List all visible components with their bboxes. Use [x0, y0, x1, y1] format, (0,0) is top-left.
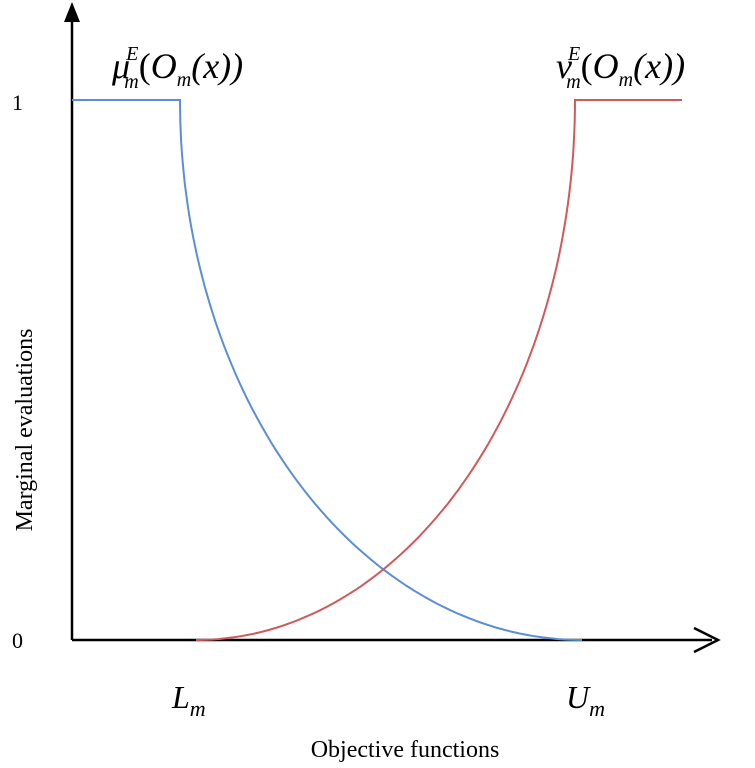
nu-curve-label: νE m(Om(x)): [556, 43, 685, 93]
x-mark-lower: Lm: [171, 679, 206, 721]
x-mark-upper: Um: [566, 679, 605, 721]
y-tick-0: 0: [12, 628, 23, 653]
mu-curve: [72, 99, 583, 641]
nu-curve: [195, 99, 682, 641]
mu-curve-label: μE m(Om(x)): [111, 43, 243, 93]
y-axis-title: Marginal evaluations: [12, 329, 38, 532]
x-axis-title: Objective functions: [311, 737, 500, 763]
y-tick-1: 1: [12, 90, 23, 115]
y-axis-arrow: [64, 2, 80, 22]
x-axis-arrow: [693, 626, 721, 654]
